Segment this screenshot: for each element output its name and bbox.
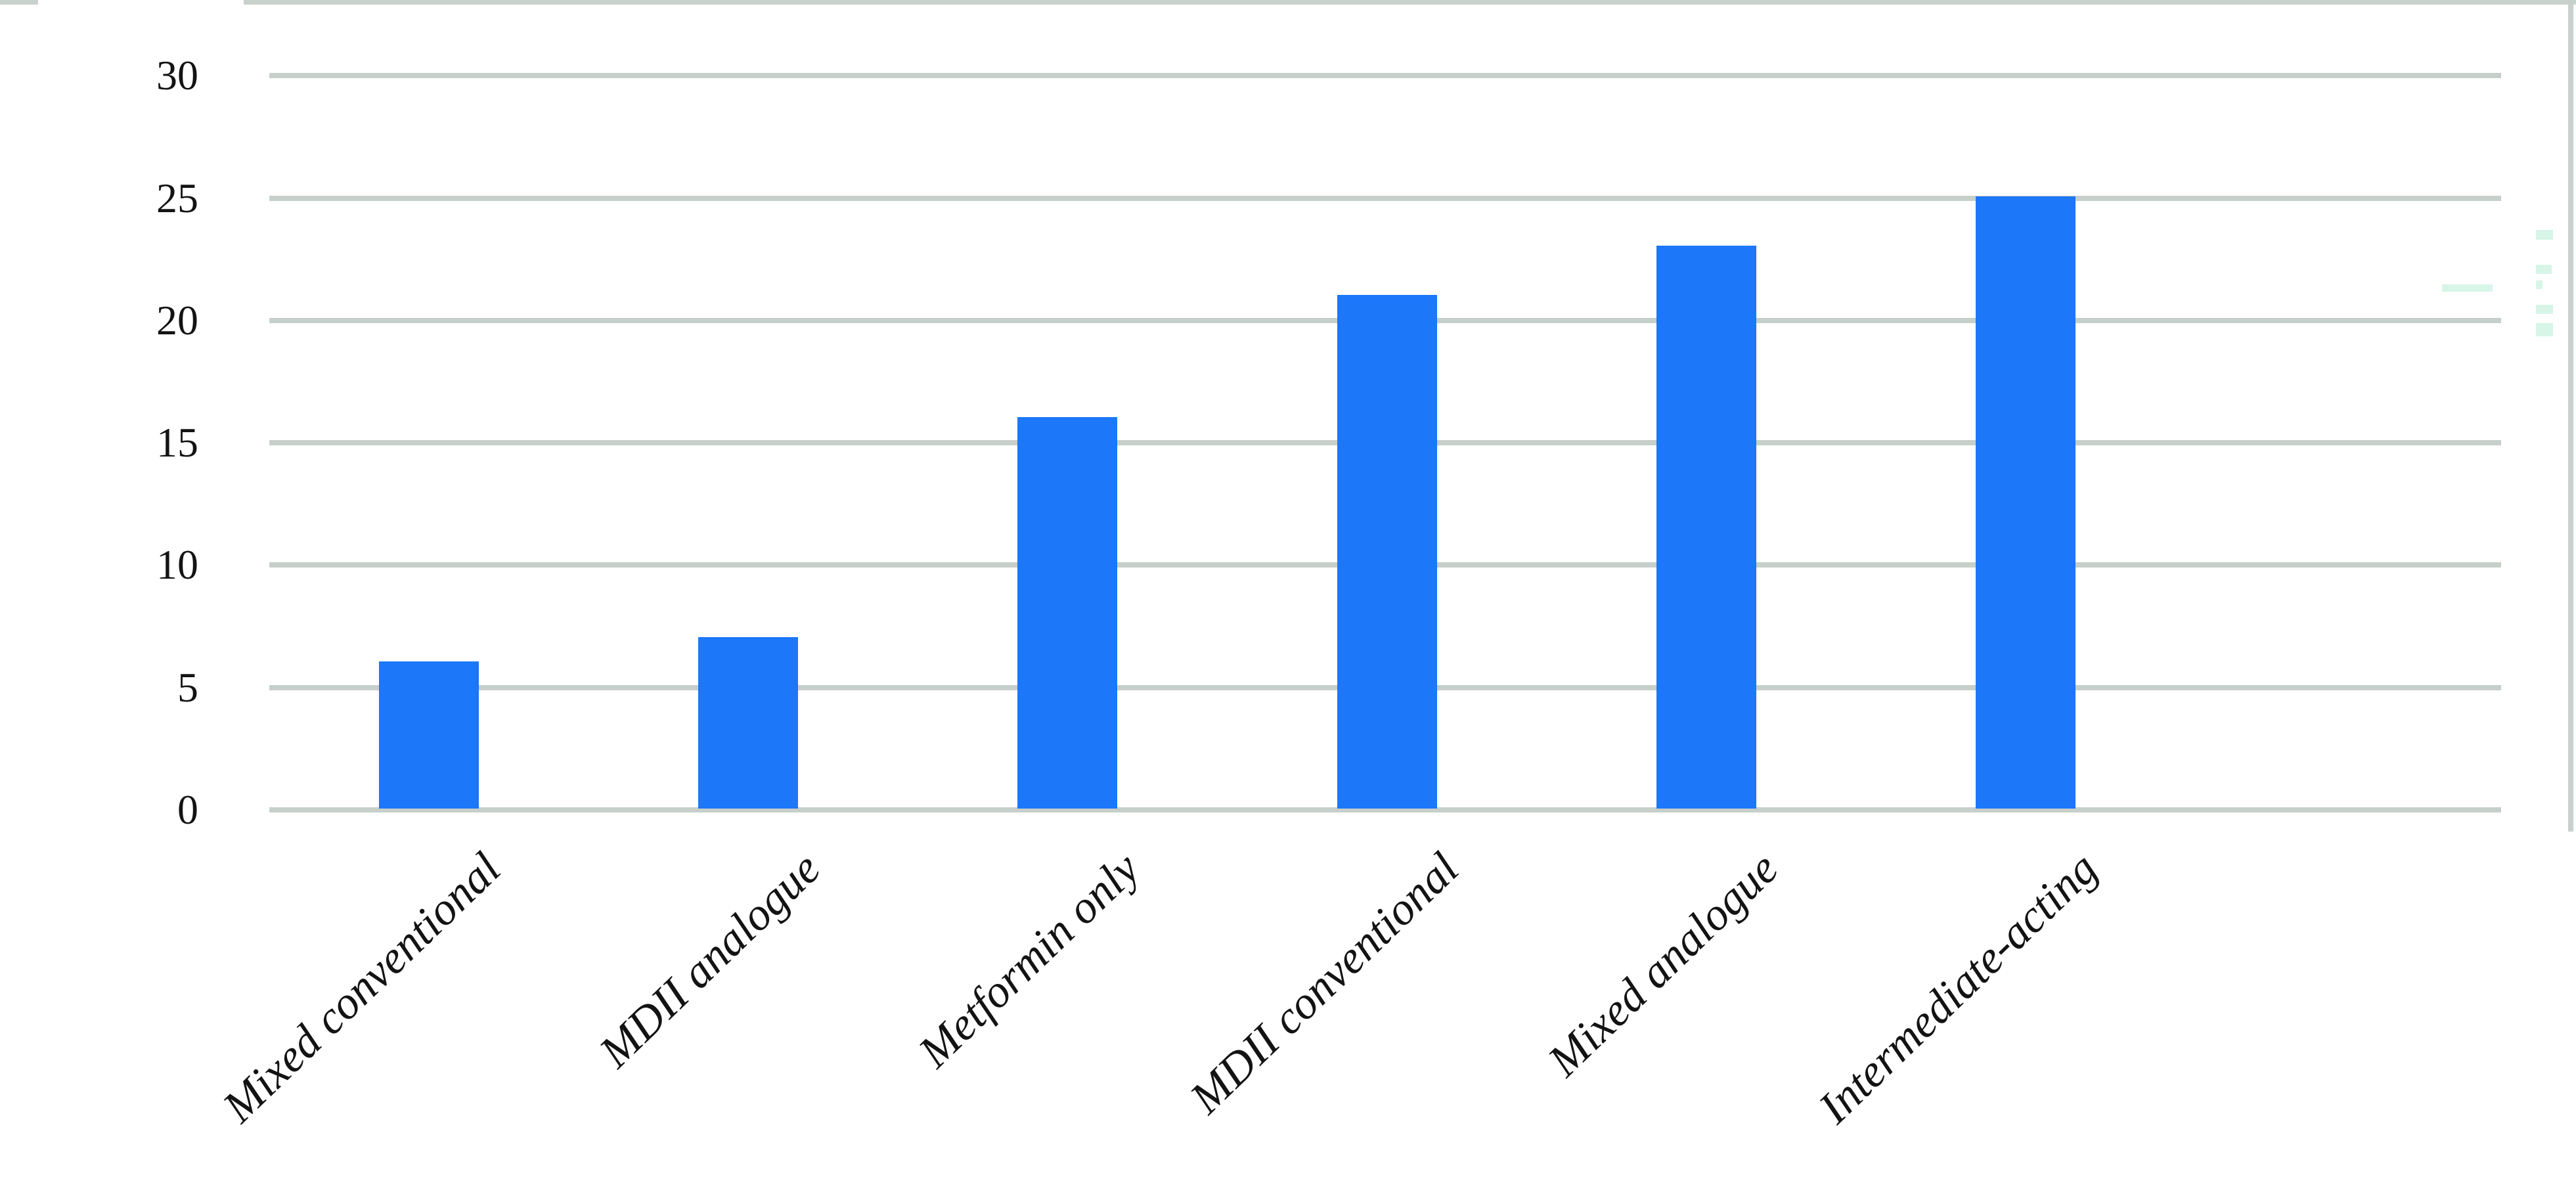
top-border <box>244 0 2576 5</box>
y-tick-label: 20 <box>156 296 198 344</box>
y-tick-label: 5 <box>177 663 198 711</box>
bar <box>379 661 479 809</box>
x-category-label: Mixed conventional <box>213 843 511 1132</box>
x-category-label: Mixed analogue <box>1538 843 1788 1086</box>
gridline <box>269 195 2501 201</box>
artifact-mark <box>2536 230 2553 240</box>
artifact-mark <box>2536 323 2553 336</box>
x-category-label: MDII analogue <box>590 843 830 1078</box>
bar <box>1017 417 1117 809</box>
y-tick-label: 0 <box>177 786 198 833</box>
artifact-mark <box>2536 265 2552 274</box>
right-border <box>2568 0 2573 832</box>
bar <box>698 637 798 809</box>
y-tick-label: 10 <box>156 541 198 589</box>
bar <box>1337 295 1437 809</box>
artifact-mark <box>2536 280 2543 289</box>
gridline <box>269 73 2501 79</box>
artifact-mark <box>2536 305 2553 314</box>
bar <box>1976 196 2076 809</box>
y-tick-label: 25 <box>156 174 198 221</box>
y-tick-label: 30 <box>156 52 198 99</box>
gridline <box>269 807 2501 812</box>
top-border-stub <box>0 0 38 5</box>
bar <box>1656 246 1756 809</box>
x-category-label: Metformin only <box>909 843 1149 1078</box>
artifact-mark <box>2442 284 2493 292</box>
x-category-label: MDII conventional <box>1180 843 1469 1124</box>
y-tick-label: 15 <box>156 419 198 466</box>
x-category-label: Intermediate-acting <box>1809 843 2108 1134</box>
